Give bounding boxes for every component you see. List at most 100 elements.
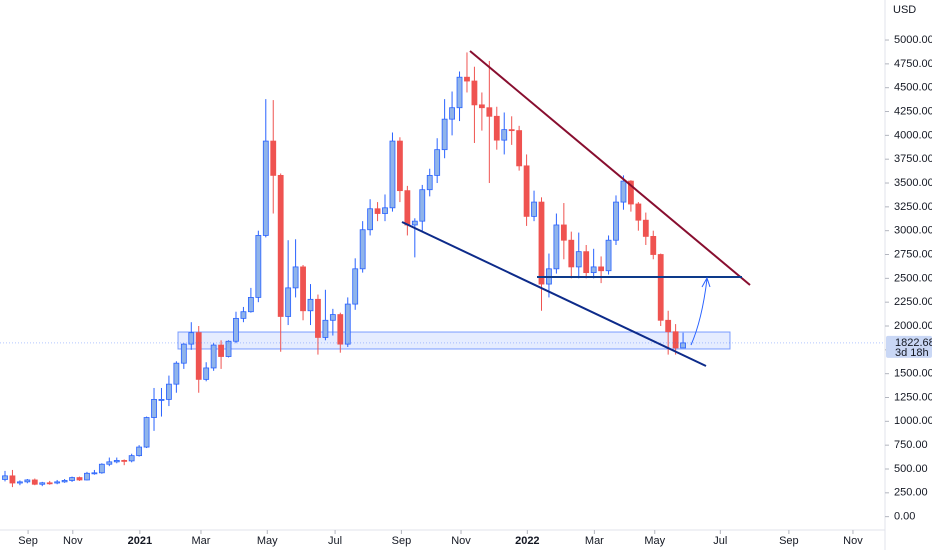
candle-body [16,481,23,484]
candle-body [680,342,686,349]
candle-body [98,463,105,474]
y-tick-label: 3000.00 [894,225,932,237]
candle-body [493,115,500,141]
candle-body [441,118,448,151]
candle-body [411,220,418,226]
candle-body [225,340,232,357]
currency-label: USD [893,4,916,16]
x-tick-label: Sep [18,535,38,547]
candle-body [560,224,567,241]
x-tick-label: May [644,535,665,547]
candle-body [635,203,642,221]
support-zone [177,331,731,350]
candle-body [389,140,396,209]
candle-body [538,201,545,285]
candle-body [210,344,217,369]
candle-body [486,107,493,117]
candle-body [91,472,98,475]
candle-body [501,129,508,141]
candle-body [136,446,143,457]
candle-body [143,417,150,448]
x-tick-label: Mar [585,535,604,547]
y-tick-label: 4250.00 [894,105,932,117]
y-tick-label: 5000.00 [894,34,932,46]
candle-body [255,235,262,298]
candle-body [188,332,195,345]
y-tick-label: 3750.00 [894,153,932,165]
y-tick-label: 250.00 [894,487,928,499]
y-tick-label: 4000.00 [894,129,932,141]
candle-body [374,208,381,214]
candle-body [307,298,314,312]
candle-body [568,239,575,268]
candle-body [300,266,306,312]
candle-body [329,314,336,321]
x-tick-label: Jul [328,535,342,547]
candle-body [650,236,657,255]
y-tick-label: 0.00 [894,511,915,523]
candle-body [464,76,470,82]
candle-body [426,174,433,191]
support-trendline [401,221,707,367]
candle-body [478,104,485,109]
candle-body [262,140,269,236]
countdown-label: 3d 18h [895,347,929,359]
candle-body [531,201,537,217]
x-tick-label: Nov [843,535,863,547]
candle-body [628,180,634,205]
candle-body [665,319,672,333]
candles [2,52,686,488]
candle-body [553,224,560,270]
candle-body [575,251,582,268]
resistance-trendline [469,50,751,286]
candle-body [69,477,75,481]
x-tick-label: Nov [451,535,471,547]
candle-body [121,460,128,462]
candle-body [605,239,612,272]
candle-body [613,201,619,241]
candle-body [61,480,68,483]
candle-body [173,362,180,385]
candle-body [166,383,172,400]
candle-body [590,266,597,274]
candle-body [76,477,83,481]
y-tick-label: 1250.00 [894,391,932,403]
x-tick-label: Mar [191,535,210,547]
x-tick-label: Jul [713,535,727,547]
x-tick-label: Nov [63,535,83,547]
candle-body [270,140,277,176]
candle-body [449,107,455,120]
y-tick-label: 2000.00 [894,320,932,332]
y-tick-label: 1000.00 [894,415,932,427]
candle-body [54,481,61,484]
candle-body [240,311,247,319]
candle-body [434,149,441,176]
y-tick-label: 2750.00 [894,248,932,260]
candle-body [195,332,202,380]
candle-body [285,287,292,317]
candle-body [31,479,38,485]
candle-body [397,140,403,192]
x-tick-label: May [257,535,278,547]
x-tick-label: 2022 [515,535,539,547]
candle-body [367,208,374,231]
candle-body [39,482,46,485]
last-price-label: 1822.68 [895,337,932,349]
candle-body [84,472,90,481]
candle-body [24,479,31,483]
candle-body [456,76,463,109]
candle-body [247,297,254,313]
candle-body [46,482,53,485]
candle-body [344,303,351,345]
candle-body [106,461,113,465]
candle-body [419,189,426,222]
candle-body [620,180,627,203]
candle-body [516,130,523,167]
candle-body [322,319,329,338]
candle-body [382,207,388,214]
candle-body [203,367,210,380]
candle-body [113,460,120,463]
candle-body [508,129,515,132]
candle-body [471,80,478,106]
